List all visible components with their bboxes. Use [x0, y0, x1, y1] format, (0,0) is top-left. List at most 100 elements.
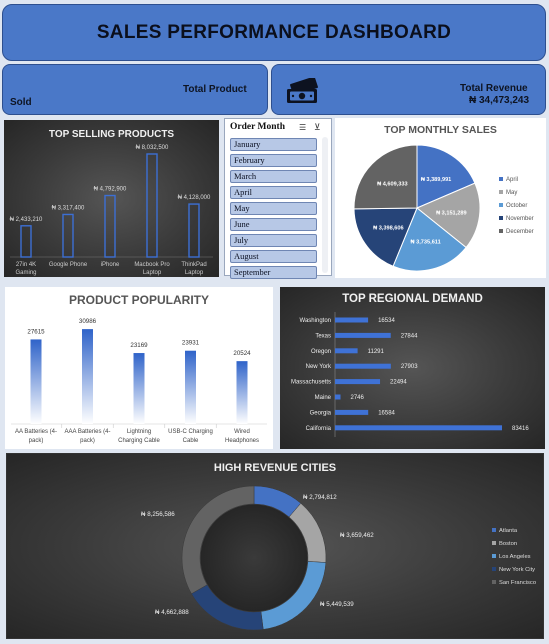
bar	[104, 194, 116, 258]
bar	[185, 350, 196, 424]
bar	[335, 394, 341, 400]
legend-swatch	[499, 216, 503, 220]
category-label: Cable	[183, 438, 199, 444]
pie-slice	[353, 207, 418, 267]
category-label: New York	[306, 364, 332, 370]
category-label: Washington	[300, 318, 331, 324]
category-label: Laptop	[185, 270, 204, 276]
bar	[335, 317, 369, 323]
category-label: pack)	[29, 438, 44, 444]
legend-label: Los Angeles	[499, 554, 531, 560]
donut-hole	[200, 504, 308, 612]
category-label: Laptop	[143, 270, 162, 276]
data-label: 16534	[378, 318, 395, 324]
bar	[133, 353, 145, 424]
pie-slice	[392, 207, 467, 272]
bar	[335, 379, 381, 385]
kpi-total-revenue-card: Total Revenue ₦ 34,473,243	[271, 64, 546, 115]
data-label: 27903	[401, 364, 418, 370]
legend-swatch	[499, 229, 503, 233]
kpi-total-product-card: Total Product Sold	[2, 64, 268, 115]
bar	[146, 153, 158, 258]
legend-swatch	[499, 190, 503, 194]
page-title: SALES PERFORMANCE DASHBOARD	[96, 21, 452, 43]
multi-select-icon[interactable]: ☰	[299, 123, 307, 132]
category-label: Maine	[315, 395, 332, 401]
data-label: 27615	[27, 328, 45, 335]
product-popularity-title: PRODUCT POPULARITY	[68, 293, 209, 307]
product-popularity-chart: 27615 AA Batteries (4- pack) 30986 AAA Batte…	[11, 318, 267, 444]
top-regional-demand-panel: TOP REGIONAL DEMAND Washington 16534 Texas…	[280, 287, 545, 449]
slicer-scrollbar[interactable]	[322, 137, 328, 273]
data-label: ₦ 3,659,462	[340, 532, 374, 539]
data-label: 11291	[368, 349, 385, 355]
category-label: California	[306, 426, 332, 432]
slicer-header: Order Month	[230, 122, 285, 132]
data-label: 23931	[182, 340, 200, 347]
data-label: 23169	[130, 342, 148, 349]
slicer-item-january[interactable]: January	[230, 138, 317, 151]
pie-slice	[416, 144, 476, 209]
category-label: AAA Batteries (4-	[64, 429, 110, 435]
legend-swatch	[499, 177, 503, 181]
category-label: ThinkPad	[181, 262, 206, 268]
top-selling-products-title: TOP SELLING PRODUCTS	[48, 129, 175, 140]
bar	[335, 425, 502, 431]
category-label: Google Phone	[49, 262, 88, 268]
legend-swatch	[492, 541, 496, 545]
data-label: ₦ 5,449,539	[320, 601, 354, 608]
slicer-item-august[interactable]: August	[230, 250, 317, 263]
bar	[236, 361, 248, 424]
data-label: ₦ 2,433,210	[10, 217, 43, 223]
legend-label: May	[506, 190, 517, 196]
category-label: AA Batteries (4-	[15, 429, 57, 435]
bar	[82, 329, 93, 424]
pie-slice	[353, 144, 418, 210]
bar	[30, 339, 42, 424]
legend-label: Boston	[499, 541, 517, 547]
legend-swatch	[492, 580, 496, 584]
category-label: Charging Cable	[118, 438, 160, 444]
category-label: Oregon	[311, 349, 331, 355]
high-revenue-cities-title: HIGH REVENUE CITIES	[213, 462, 337, 474]
category-label: Macbook Pro	[134, 262, 170, 268]
bar	[20, 225, 32, 258]
legend-swatch	[492, 554, 496, 558]
legend-label: San Francisco	[499, 580, 536, 586]
category-label: Lightning	[127, 429, 151, 435]
top-monthly-sales-panel: TOP MONTHLY SALES ₦ 3,389,991 ₦ 3,151,289…	[335, 118, 546, 278]
data-label: ₦ 3,735,611	[411, 240, 441, 246]
data-label: ₦ 3,151,289	[436, 211, 466, 217]
slicer-item-june[interactable]: June	[230, 218, 317, 231]
slicer-item-march[interactable]: March	[230, 170, 317, 183]
slicer-item-september[interactable]: September	[230, 266, 317, 279]
top-monthly-sales-title: TOP MONTHLY SALES	[384, 124, 497, 136]
slicer-item-may[interactable]: May	[230, 202, 317, 215]
donut-slice	[181, 485, 255, 595]
category-label: Texas	[315, 333, 331, 339]
data-label: ₦ 8,256,586	[141, 511, 175, 518]
data-label: ₦ 4,609,333	[377, 182, 407, 188]
high-revenue-cities-panel: HIGH REVENUE CITIES ₦ 2,794,812 ₦ 3,659,4…	[6, 453, 544, 639]
data-label: ₦ 3,389,991	[421, 177, 451, 183]
bar	[335, 409, 369, 415]
slicer-item-july[interactable]: July	[230, 234, 317, 247]
money-icon	[284, 76, 320, 109]
top-regional-demand-chart: Washington 16534 Texas 27844 Oregon 11291 New …	[291, 312, 529, 437]
bar	[335, 348, 358, 354]
category-label: Gaming	[15, 270, 36, 276]
data-label: 20524	[233, 350, 251, 357]
data-label: ₦ 4,792,900	[94, 187, 127, 193]
slicer-item-february[interactable]: February	[230, 154, 317, 167]
bar	[335, 363, 391, 369]
top-monthly-sales-chart: ₦ 3,389,991 ₦ 3,151,289 ₦ 3,735,611 ₦ 3,398…	[353, 144, 534, 272]
slicer-item-april[interactable]: April	[230, 186, 317, 199]
clear-filter-icon[interactable]: ⊻	[314, 122, 321, 132]
legend-label: New York City	[499, 567, 535, 573]
order-month-slicer[interactable]: Order Month ☰ ⊻ January February March Apri…	[224, 118, 332, 279]
category-label: Headphones	[225, 438, 259, 444]
pie-slice	[416, 182, 481, 249]
category-label: 27in 4K	[16, 262, 36, 268]
bar	[62, 213, 74, 258]
